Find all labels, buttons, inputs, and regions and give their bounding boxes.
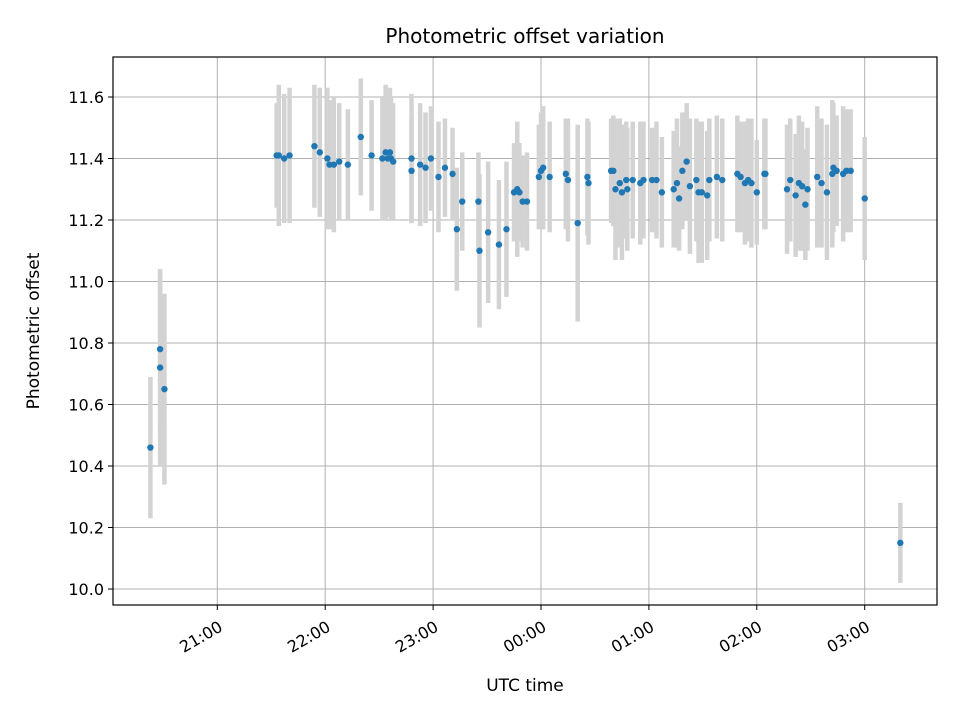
y-tick-label: 10.4	[68, 457, 104, 476]
data-point	[748, 179, 755, 187]
data-point	[673, 179, 681, 187]
data-point	[804, 186, 811, 193]
data-point	[476, 247, 483, 254]
data-point	[156, 345, 164, 353]
data-point	[449, 170, 456, 178]
y-tick-label: 11.6	[68, 88, 104, 107]
data-point	[344, 161, 352, 168]
data-point	[427, 155, 435, 162]
data-point	[386, 149, 394, 156]
data-point	[453, 226, 461, 233]
data-point	[814, 173, 821, 181]
data-point	[693, 176, 700, 184]
data-point	[523, 198, 531, 205]
y-tick-label: 10.6	[68, 396, 104, 415]
data-point	[753, 189, 760, 196]
data-point	[161, 385, 168, 393]
data-point	[640, 176, 647, 184]
data-point	[686, 182, 694, 190]
data-point	[503, 226, 510, 233]
data-point	[324, 155, 331, 162]
data-point	[330, 161, 338, 168]
data-points	[147, 133, 904, 547]
data-point	[408, 167, 415, 174]
data-point	[336, 158, 343, 165]
y-tick-label: 10.8	[68, 334, 104, 353]
data-point	[897, 539, 904, 547]
data-point	[683, 158, 690, 165]
data-point	[516, 189, 523, 196]
data-point	[435, 173, 442, 181]
y-tick-label: 11.2	[68, 211, 104, 230]
data-point	[833, 167, 840, 174]
data-point	[408, 155, 415, 162]
data-point	[703, 192, 711, 199]
data-point	[818, 179, 825, 187]
data-point	[719, 176, 726, 184]
data-point	[286, 152, 293, 159]
y-tick-label: 10.2	[68, 519, 104, 538]
data-point	[475, 198, 482, 205]
data-point	[484, 229, 492, 236]
data-point	[861, 195, 868, 202]
y-axis-label: Photometric offset	[24, 252, 44, 409]
data-point	[679, 167, 686, 174]
data-point	[389, 158, 397, 165]
data-point	[787, 176, 794, 184]
data-point	[357, 133, 365, 141]
data-point	[610, 167, 617, 174]
data-point	[706, 176, 713, 184]
data-point	[798, 182, 806, 190]
data-point	[623, 176, 630, 184]
data-point	[653, 176, 660, 184]
data-point	[379, 155, 386, 162]
y-tick-label: 11.4	[68, 150, 104, 169]
data-point	[658, 189, 666, 196]
data-point	[629, 176, 636, 184]
data-point	[574, 219, 581, 227]
data-point	[495, 241, 503, 248]
data-point	[823, 189, 831, 196]
data-point	[675, 195, 683, 202]
data-point	[624, 186, 631, 193]
data-point	[792, 192, 799, 199]
data-point	[147, 444, 154, 451]
y-tick-label: 10.0	[68, 580, 104, 599]
data-point	[802, 201, 809, 208]
data-point	[584, 173, 591, 181]
data-point	[368, 152, 375, 159]
data-point	[847, 167, 854, 174]
data-point	[441, 164, 449, 171]
y-tick-label: 11.0	[68, 273, 104, 292]
data-point	[562, 170, 570, 178]
data-point	[564, 176, 572, 184]
data-point	[670, 186, 677, 193]
data-point	[616, 179, 623, 187]
data-point	[762, 170, 769, 178]
y-axis-ticks: 10.0 10.2 10.4 10.6 10.8 11.0 11.2 11.4 11.6	[68, 88, 113, 599]
data-point	[311, 143, 318, 150]
data-point	[422, 164, 429, 171]
data-point	[275, 152, 283, 159]
data-point	[546, 173, 553, 181]
data-point	[737, 173, 744, 181]
data-point	[783, 186, 791, 193]
x-axis-label: UTC time	[486, 676, 564, 696]
data-point	[535, 173, 543, 181]
data-point	[698, 189, 705, 196]
data-point	[713, 173, 721, 181]
data-point	[280, 155, 288, 162]
plot-frame	[112, 56, 938, 606]
data-point	[459, 198, 466, 205]
data-point	[156, 364, 164, 371]
data-point	[416, 161, 424, 168]
data-point	[585, 179, 592, 187]
data-point	[612, 186, 619, 193]
data-point	[316, 149, 324, 156]
chart-title: Photometric offset variation	[385, 24, 664, 48]
data-point	[618, 189, 626, 196]
data-point	[539, 164, 547, 171]
